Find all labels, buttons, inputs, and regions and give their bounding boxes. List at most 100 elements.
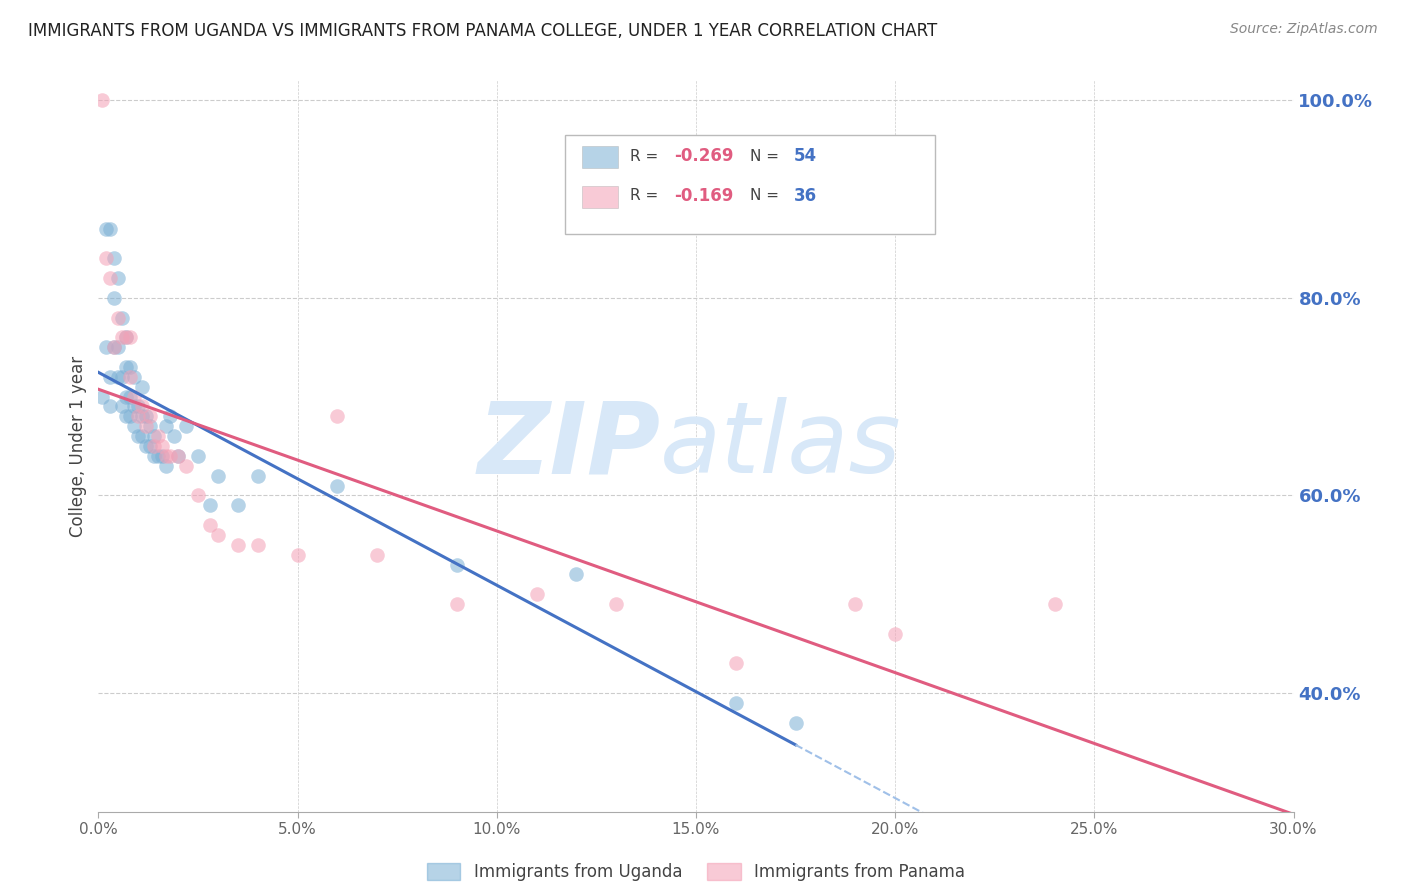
Point [103, 251, 125, 265]
Point [163, 429, 186, 443]
Point [111, 369, 134, 384]
Point [226, 498, 249, 512]
Point [120, 359, 142, 374]
Point [844, 597, 866, 611]
Point [155, 449, 177, 463]
Point [124, 390, 146, 404]
Point [187, 449, 209, 463]
Point [127, 429, 149, 443]
Point [91, 93, 114, 107]
Text: N =: N = [749, 188, 783, 203]
Point [724, 657, 747, 671]
Point [150, 449, 173, 463]
Point [287, 548, 309, 562]
Point [107, 369, 129, 384]
Point [124, 419, 146, 434]
Point [187, 488, 209, 502]
Bar [582, 186, 619, 209]
Point [96, 221, 118, 235]
Point [107, 340, 129, 354]
Point [124, 400, 146, 414]
Point [139, 419, 162, 434]
Point [120, 409, 142, 424]
Point [111, 330, 134, 344]
Point [526, 587, 548, 601]
FancyBboxPatch shape [565, 136, 935, 234]
Point [143, 439, 166, 453]
Point [226, 538, 249, 552]
Text: 36: 36 [794, 186, 817, 205]
Point [207, 468, 229, 483]
Point [148, 449, 170, 463]
Point [1043, 597, 1066, 611]
Point [143, 429, 166, 443]
Point [131, 380, 153, 394]
Bar [582, 146, 619, 168]
Point [96, 251, 118, 265]
Text: ZIP: ZIP [477, 398, 661, 494]
Legend: Immigrants from Uganda, Immigrants from Panama: Immigrants from Uganda, Immigrants from … [420, 856, 972, 888]
Point [167, 449, 190, 463]
Point [103, 340, 125, 354]
Point [167, 449, 190, 463]
Text: R =: R = [630, 188, 664, 203]
Point [115, 409, 138, 424]
Point [135, 419, 157, 434]
Point [155, 419, 177, 434]
Point [135, 439, 157, 453]
Point [139, 439, 162, 453]
Point [127, 400, 149, 414]
Text: IMMIGRANTS FROM UGANDA VS IMMIGRANTS FROM PANAMA COLLEGE, UNDER 1 YEAR CORRELATI: IMMIGRANTS FROM UGANDA VS IMMIGRANTS FRO… [28, 22, 938, 40]
Point [446, 597, 468, 611]
Point [100, 400, 122, 414]
Point [115, 359, 138, 374]
Point [366, 548, 388, 562]
Point [131, 429, 153, 443]
Point [198, 518, 221, 533]
Point [785, 715, 807, 730]
Point [107, 310, 129, 325]
Point [326, 409, 349, 424]
Point [111, 400, 134, 414]
Point [135, 409, 157, 424]
Point [115, 330, 138, 344]
Point [143, 449, 166, 463]
Point [127, 409, 149, 424]
Text: -0.269: -0.269 [675, 147, 734, 165]
Point [100, 221, 122, 235]
Point [884, 627, 907, 641]
Point [246, 538, 269, 552]
Point [120, 330, 142, 344]
Point [103, 340, 125, 354]
Point [174, 419, 197, 434]
Point [120, 369, 142, 384]
Point [246, 468, 269, 483]
Y-axis label: College, Under 1 year: College, Under 1 year [69, 355, 87, 537]
Point [131, 409, 153, 424]
Point [100, 271, 122, 285]
Text: -0.169: -0.169 [675, 186, 734, 205]
Text: R =: R = [630, 149, 664, 164]
Point [139, 409, 162, 424]
Point [120, 390, 142, 404]
Point [605, 597, 627, 611]
Point [198, 498, 221, 512]
Point [96, 340, 118, 354]
Point [124, 369, 146, 384]
Text: atlas: atlas [661, 398, 901, 494]
Point [103, 291, 125, 305]
Text: N =: N = [749, 149, 783, 164]
Point [150, 439, 173, 453]
Point [159, 409, 181, 424]
Point [155, 458, 177, 473]
Point [111, 310, 134, 325]
Point [148, 429, 170, 443]
Text: 54: 54 [794, 147, 817, 165]
Point [446, 558, 468, 572]
Point [107, 271, 129, 285]
Point [131, 400, 153, 414]
Point [91, 390, 114, 404]
Point [174, 458, 197, 473]
Point [115, 390, 138, 404]
Point [724, 696, 747, 710]
